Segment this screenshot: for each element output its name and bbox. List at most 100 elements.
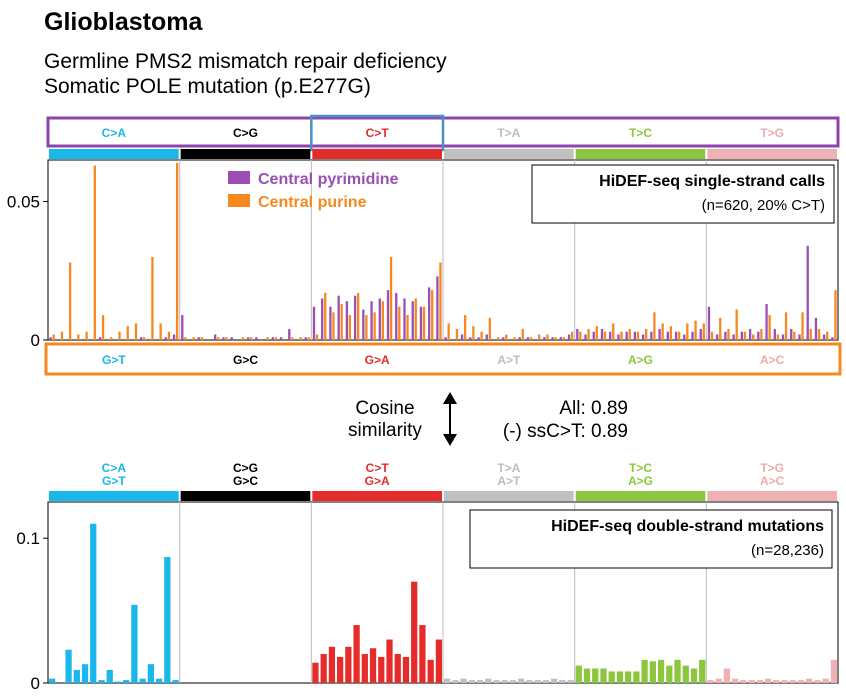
pyrimidine-bar: [222, 337, 225, 340]
pyrimidine-bar: [633, 331, 637, 340]
mutation-bar: [773, 680, 780, 683]
mutation-bar: [172, 680, 179, 683]
mutation-bar: [723, 668, 731, 683]
purine-bar: [68, 262, 72, 340]
pyrimidine-bar: [559, 337, 562, 340]
purine-bar: [488, 317, 491, 340]
class-strip-segment: [49, 149, 179, 159]
mutation-bar: [748, 680, 755, 683]
pyrimidine-bar: [617, 334, 620, 340]
purine-bar: [266, 337, 269, 340]
pyrimidine-bar: [411, 301, 414, 340]
pyrimidine-bar: [428, 287, 431, 340]
mutation-bar: [756, 680, 763, 683]
pyrimidine-bar: [716, 334, 719, 340]
pyrimidine-bar: [312, 306, 316, 340]
pyrimidine-bar: [625, 331, 628, 340]
bottom-chart-subtitle: (n=28,236): [751, 542, 824, 559]
mutation-bar: [452, 680, 459, 683]
mutation-bar: [690, 668, 698, 683]
bottom-class-box: [44, 342, 842, 376]
purine-bar: [719, 317, 722, 340]
mutation-bar: [493, 680, 500, 683]
cosine-label-line2: similarity: [348, 420, 422, 441]
purine-bar: [710, 331, 714, 340]
pyrimidine-bar: [172, 334, 176, 340]
mutation-bar: [764, 678, 772, 683]
mutation-bar: [402, 656, 410, 683]
mutation-bar: [600, 668, 607, 683]
purine-bar: [735, 309, 738, 340]
mutation-bar: [707, 680, 714, 683]
pyrimidine-bar: [518, 337, 521, 340]
pyrimidine-bar: [288, 328, 291, 340]
pyrimidine-bar: [98, 337, 102, 340]
mutation-bar: [715, 678, 722, 683]
pyrimidine-bar: [181, 315, 184, 340]
pyrimidine-bar: [329, 306, 332, 340]
pyrimidine-bar: [831, 337, 834, 340]
purine-bar: [801, 312, 804, 340]
pyrimidine-bar: [279, 337, 283, 340]
pyrimidine-bar: [600, 328, 604, 340]
pyrimidine-bar: [765, 304, 768, 340]
pyrimidine-bar: [683, 334, 686, 340]
pyrimidine-bar: [469, 337, 472, 340]
mutation-bar: [534, 680, 541, 683]
mutation-bar: [345, 646, 352, 683]
class-strip-segment: [180, 491, 311, 501]
purine-bar: [398, 306, 401, 340]
mutation-bar: [81, 664, 89, 683]
pyrimidine-bar: [140, 337, 143, 340]
single-strand-chart: C>A C>G C>T T>A T>C T>G 0 0.05 Central pyrimidin…: [7, 114, 842, 376]
mutation-bar: [73, 669, 80, 683]
purine-bar: [134, 323, 138, 340]
mutation-bar: [476, 680, 484, 683]
purine-bar: [159, 323, 162, 340]
class-strip-segment: [707, 149, 837, 159]
purine-bar: [587, 328, 590, 340]
purine-bar: [406, 315, 409, 340]
pyrimidine-bar: [674, 331, 678, 340]
mutation-bar: [131, 604, 138, 683]
class-label-line1: C>T: [366, 461, 390, 475]
mutation-bar: [361, 654, 368, 683]
mutation-bar: [509, 680, 517, 683]
pyrimidine-bar: [353, 295, 357, 340]
class-label-line2: A>G: [628, 474, 653, 488]
purine-bar: [60, 331, 64, 340]
purine-bar: [529, 337, 533, 340]
pyrimidine-bar: [460, 334, 464, 340]
purine-bar: [645, 328, 648, 340]
pyrimidine-bar: [790, 328, 793, 340]
purine-bar: [653, 312, 656, 340]
purine-bar: [414, 298, 417, 340]
bottom-class-label: G>A: [365, 353, 390, 367]
mutation-bar: [699, 659, 706, 683]
class-label-line1: C>A: [102, 461, 127, 475]
mutation-bar: [822, 678, 829, 683]
pyrimidine-bar: [724, 331, 727, 340]
mutation-bar: [419, 625, 426, 683]
subtitle-line-1: Germline PMS2 mismatch repair deficiency: [44, 50, 447, 73]
pyrimidine-bar: [485, 334, 488, 340]
pyrimidine-bar: [197, 337, 200, 340]
legend-label-purine: Central purine: [258, 194, 367, 211]
purine-bar: [77, 334, 80, 340]
mutation-bar: [65, 649, 72, 683]
pyrimidine-bar: [271, 337, 274, 340]
purine-bar: [307, 337, 310, 340]
mutation-bar: [427, 659, 434, 683]
mutation-bar: [386, 639, 393, 683]
bottom-title-box: [469, 509, 833, 569]
purine-bar: [620, 331, 623, 340]
top-class-label: C>G: [233, 126, 258, 140]
purine-bar: [455, 328, 459, 340]
purine-bar: [431, 290, 434, 340]
mutation-bar: [337, 656, 344, 683]
purine-bar: [628, 328, 631, 340]
y-tick-label: 0.1: [16, 529, 40, 548]
mutation-bar: [559, 680, 566, 683]
mutation-bar: [732, 678, 739, 683]
